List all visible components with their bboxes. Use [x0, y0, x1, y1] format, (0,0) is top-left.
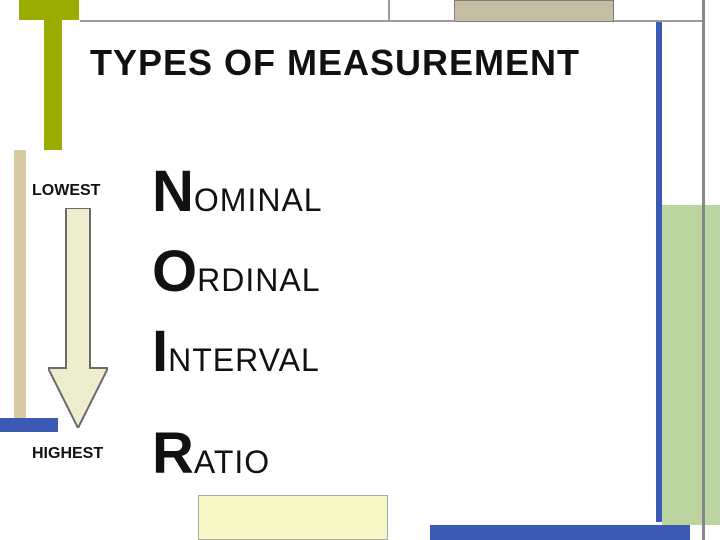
label-highest: HIGHEST: [32, 445, 103, 463]
term-cap: O: [152, 239, 197, 304]
term-rest: ATIO: [194, 444, 270, 480]
term-rest: RDINAL: [197, 262, 320, 298]
term-rest: NTERVAL: [168, 342, 320, 378]
decor-olive-top: [19, 0, 79, 20]
decor-frame-right: [702, 0, 705, 540]
term-cap: I: [152, 319, 168, 384]
decor-olive-left: [44, 20, 62, 150]
term-cap: N: [152, 159, 194, 224]
decor-green-right: [662, 205, 720, 525]
decor-blue-bottom: [430, 525, 690, 540]
term-rest: OMINAL: [194, 182, 323, 218]
decor-tan-top: [454, 0, 614, 22]
slide: TYPES OF MEASUREMENT LOWEST HIGHEST NOMI…: [0, 0, 720, 540]
decor-rule-top-1: [80, 20, 455, 22]
term-ratio: RATIO: [152, 420, 270, 487]
term-cap: R: [152, 421, 194, 486]
decor-tan-left: [14, 150, 26, 420]
page-title: TYPES OF MEASUREMENT: [90, 42, 580, 84]
decor-pale-bottom: [198, 495, 388, 540]
term-ordinal: ORDINAL: [152, 238, 320, 305]
term-interval: INTERVAL: [152, 318, 320, 385]
term-nominal: NOMINAL: [152, 158, 323, 225]
decor-rule-vert: [388, 0, 390, 20]
label-lowest: LOWEST: [32, 182, 100, 200]
down-arrow-icon: [48, 208, 108, 428]
